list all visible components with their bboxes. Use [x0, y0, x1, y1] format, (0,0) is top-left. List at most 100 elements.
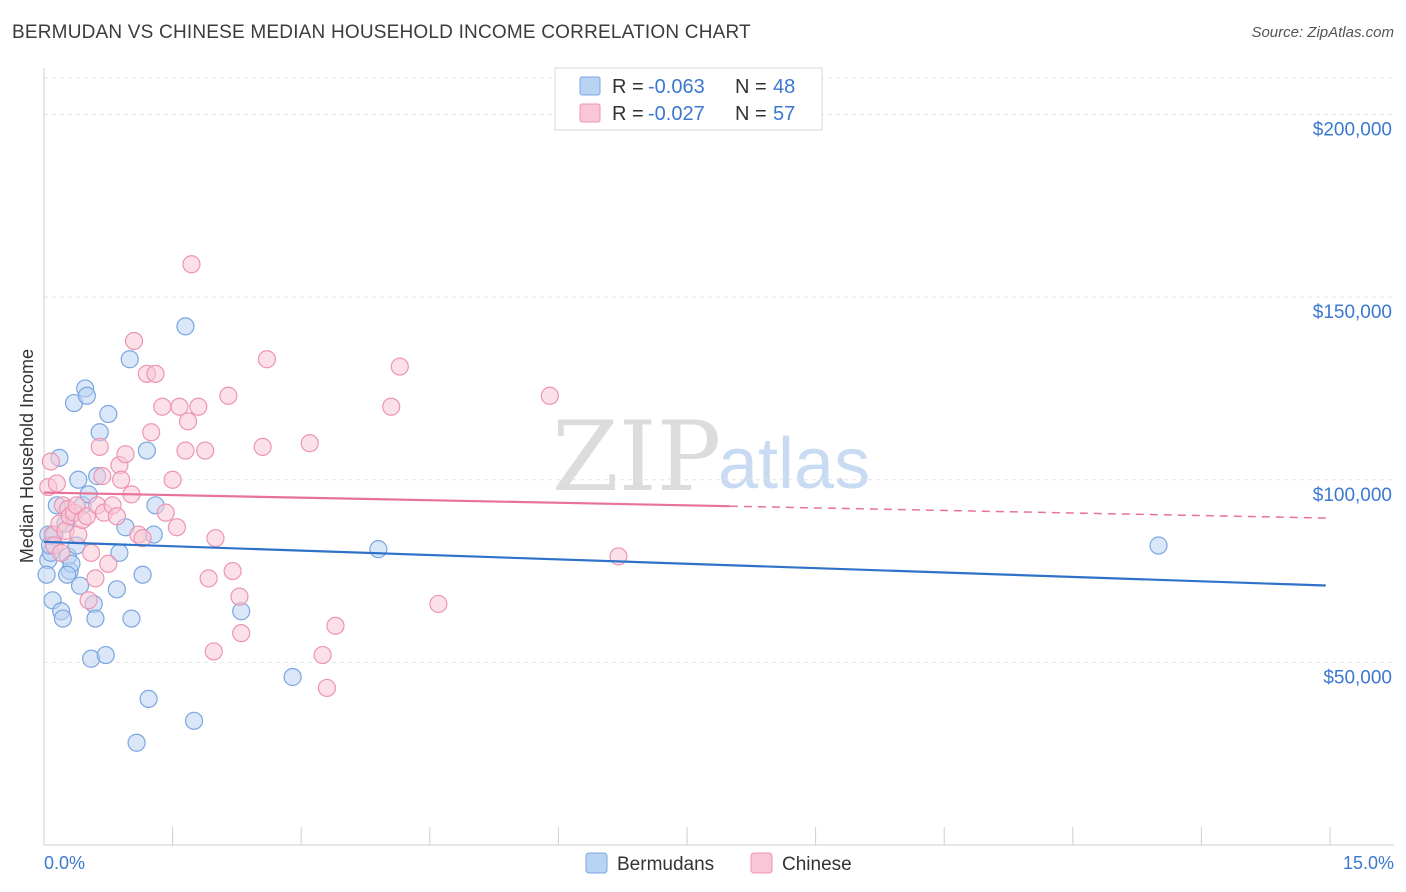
legend-n-value-1: 48: [773, 76, 795, 98]
y-tick-label: $150,000: [1313, 302, 1392, 323]
chinese-point: [124, 331, 144, 351]
chinese-point: [219, 386, 238, 405]
legend-swatch-chinese: [579, 103, 601, 123]
bermudans-point: [120, 350, 139, 369]
y-tick-label: $50,000: [1323, 667, 1392, 688]
y-tick-label: $200,000: [1313, 120, 1392, 141]
chinese-point: [257, 350, 277, 369]
chinese-point: [232, 624, 251, 643]
chinese-point: [142, 423, 161, 442]
bermudans-point: [283, 667, 302, 687]
chinese-point: [163, 470, 182, 489]
bottom-legend-chinese: Chinese: [782, 854, 852, 875]
chinese-point: [176, 441, 195, 460]
chinese-point: [178, 412, 198, 431]
chinese-point: [390, 357, 409, 376]
bermudans-point: [369, 540, 388, 559]
x-axis-ticks: [172, 827, 1331, 845]
legend-n-label-2: N =: [735, 103, 767, 125]
correlation-legend: R = -0.063 N = 48 R = -0.027 N = 57: [554, 67, 823, 131]
chinese-point: [317, 678, 337, 698]
bermudans-trendline: [43, 540, 1326, 587]
gridlines: [44, 77, 1394, 663]
x-tick-label-max: 15.0%: [1343, 853, 1394, 873]
chinese-point: [253, 437, 272, 456]
bermudans-point: [176, 317, 195, 336]
y-axis-label: Median Household Income: [17, 349, 37, 563]
chinese-point: [313, 645, 332, 665]
chinese-point: [93, 467, 112, 486]
chinese-point: [86, 569, 105, 588]
chinese-point: [47, 474, 66, 493]
bermudans-point: [53, 609, 72, 628]
chinese-point: [326, 616, 345, 635]
chinese-point: [146, 364, 165, 383]
chinese-point: [79, 591, 98, 610]
bottom-legend-swatch-bermudans: [585, 852, 608, 874]
chinese-point: [223, 561, 242, 581]
chinese-point: [90, 437, 109, 456]
chinese-point: [206, 529, 225, 548]
bermudans-point: [184, 711, 204, 730]
legend-swatch-bermudans: [579, 76, 601, 96]
chinese-point: [167, 518, 186, 537]
legend-r-value-2: -0.027: [648, 103, 705, 125]
chinese-point: [196, 441, 215, 460]
bermudans-point: [137, 441, 156, 460]
chinese-point: [52, 543, 71, 562]
series-legend: Bermudans Chinese: [585, 852, 852, 875]
bermudans-point: [99, 404, 118, 424]
legend-n-label-1: N =: [735, 76, 767, 98]
chinese-points: [39, 255, 628, 698]
x-tick-label-min: 0.0%: [44, 853, 85, 873]
chinese-point: [230, 587, 249, 606]
chinese-trendline-solid: [43, 491, 730, 508]
chart-title: BERMUDAN VS CHINESE MEDIAN HOUSEHOLD INC…: [12, 22, 751, 43]
chinese-point: [112, 470, 131, 489]
bermudans-point: [69, 470, 88, 489]
chinese-point: [199, 569, 218, 588]
chinese-point: [382, 397, 401, 416]
bermudans-point: [96, 645, 115, 665]
bottom-legend-swatch-chinese: [750, 852, 773, 874]
chinese-point: [429, 594, 448, 614]
trendlines: [43, 491, 1326, 587]
chinese-trendline-dashed: [729, 505, 1326, 519]
bermudans-point: [133, 565, 152, 584]
chinese-point: [300, 434, 319, 453]
bermudans-point: [122, 609, 141, 628]
chinese-point: [116, 445, 135, 464]
chinese-point: [182, 255, 201, 274]
chinese-point: [41, 452, 60, 471]
y-tick-labels: $50,000 $100,000 $150,000 $200,000: [1313, 120, 1392, 689]
legend-r-value-1: -0.063: [648, 76, 705, 98]
chinese-point: [170, 397, 189, 416]
chinese-point: [153, 397, 172, 416]
chinese-point: [107, 507, 126, 526]
bermudans-point: [127, 733, 146, 752]
bermudans-point: [77, 386, 96, 405]
bermudans-point: [70, 576, 90, 595]
bottom-legend-bermudans: Bermudans: [617, 854, 714, 875]
chinese-point: [540, 386, 559, 405]
y-tick-label: $100,000: [1313, 485, 1392, 506]
bermudans-point: [37, 565, 56, 584]
bermudans-point: [139, 689, 158, 709]
chinese-point: [82, 543, 101, 562]
chinese-point: [204, 642, 223, 661]
legend-r-label-1: R =: [612, 76, 644, 98]
chinese-point: [133, 529, 152, 548]
watermark-atlas: atlas: [718, 424, 870, 504]
watermark: ZIP atlas: [552, 401, 870, 513]
bermudans-point: [58, 565, 77, 584]
legend-n-value-2: 57: [773, 103, 795, 125]
chinese-point: [99, 554, 118, 573]
chinese-point: [156, 503, 175, 522]
legend-r-label-2: R =: [612, 103, 644, 125]
chinese-point: [189, 397, 208, 416]
bermudans-point: [1149, 536, 1168, 555]
bermudans-point: [107, 580, 126, 599]
bermudans-point: [86, 609, 105, 628]
watermark-zip: ZIP: [552, 401, 721, 513]
